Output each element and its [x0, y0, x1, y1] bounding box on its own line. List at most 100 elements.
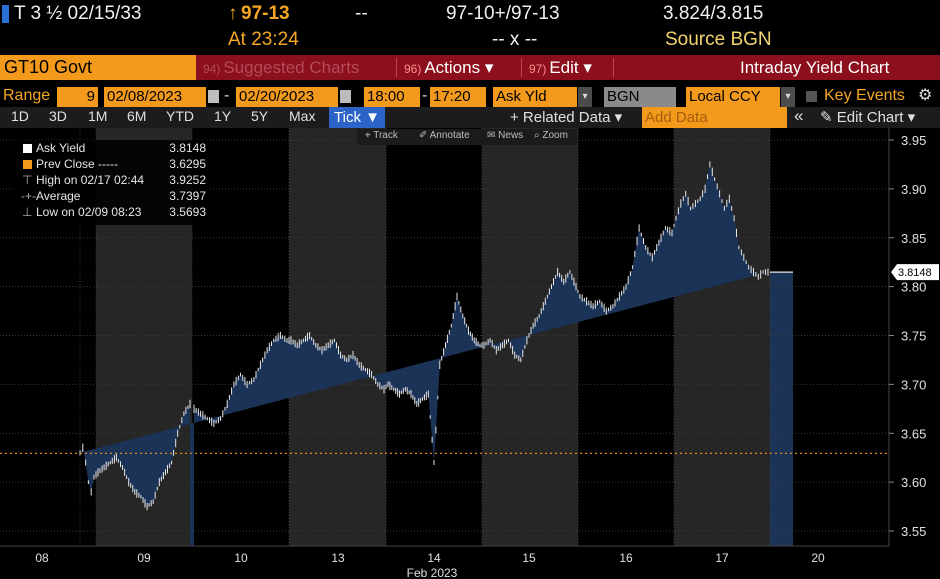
function-bar: GT10 Govt 94) Suggested Charts 96) Actions… — [0, 55, 940, 80]
x-tick-label: 20 — [811, 551, 825, 565]
last-value-label: 3.8148 — [898, 267, 932, 279]
legend-average-value: 3.7397 — [169, 189, 206, 203]
price-source: Source BGN — [665, 29, 772, 50]
ask-yield-ticks — [79, 161, 769, 511]
source-field[interactable]: BGN — [604, 87, 676, 107]
actions-label: Actions ▾ — [424, 58, 494, 77]
edit-label: Edit ▾ — [549, 58, 592, 77]
y-tick-label: 3.60 — [901, 475, 926, 490]
end-date-field[interactable]: 02/20/2023 — [236, 87, 338, 107]
ticker-field[interactable]: GT10 Govt — [0, 55, 196, 80]
period-max[interactable]: Max — [289, 108, 316, 124]
chart-tools: ⌖ Track ✐ Annotate ✉ News ⌕ Zoom — [357, 129, 577, 145]
bid-ask-yield: 3.824/3.815 — [663, 3, 764, 24]
high-marker-icon: ⊤ — [22, 173, 33, 187]
range-value-field[interactable]: 9 — [57, 87, 98, 107]
quote-header: T 3 ½ 02/15/33 ↑ 97-13 -- 97-10+/97-13 3… — [0, 0, 940, 54]
chart-legend: Ask Yield 3.8148 Prev Close ----- 3.6295… — [10, 140, 210, 225]
up-arrow-icon: ↑ — [228, 3, 238, 24]
y-axis: 3.55 3.60 3.65 3.70 3.75 3.80 3.85 3.90 3.95 — [889, 133, 926, 539]
x-tick-label: 10 — [234, 551, 248, 565]
y-tick-label: 3.85 — [901, 231, 926, 246]
security-name: T 3 ½ 02/15/33 — [14, 3, 142, 24]
add-data-input[interactable]: Add Data — [642, 107, 787, 128]
x-tick-label: 17 — [715, 551, 729, 565]
annotate-tool[interactable]: ✐ Annotate — [419, 130, 470, 141]
chevron-down-icon[interactable]: ▾ — [781, 87, 795, 107]
legend-high: ⊤ High on 02/17 02:44 3.9252 — [10, 173, 210, 189]
calendar-icon[interactable] — [340, 90, 351, 103]
start-time-field[interactable]: 18:00 — [364, 87, 420, 107]
suggested-charts-button[interactable]: 94) Suggested Charts — [203, 55, 359, 80]
calendar-icon[interactable] — [208, 90, 219, 103]
legend-low: ⊥ Low on 02/09 08:23 3.5693 — [10, 205, 210, 221]
collapse-icon[interactable]: « — [794, 106, 804, 125]
last-price: 97-13 — [241, 3, 290, 24]
related-data-button[interactable]: + Related Data ▾ — [510, 109, 623, 126]
legend-average-label: Average — [36, 189, 81, 203]
x-axis-label: Feb 2023 — [407, 566, 458, 579]
period-bar: 1D 3D 1M 6M YTD 1Y 5Y Max Tick ▼ + Relat… — [0, 106, 940, 128]
end-time-field[interactable]: 17:20 — [430, 87, 486, 107]
divider — [613, 58, 614, 77]
period-3d[interactable]: 3D — [49, 108, 67, 124]
low-marker-icon: ⊥ — [22, 205, 33, 219]
zoom-tool[interactable]: ⌕ Zoom — [534, 130, 568, 141]
period-ytd[interactable]: YTD — [166, 108, 194, 124]
session-shade — [482, 128, 578, 546]
y-tick-label: 3.80 — [901, 280, 926, 295]
x-tick-label: 16 — [619, 551, 633, 565]
x-tick-label: 15 — [522, 551, 536, 565]
date-dash: - — [224, 87, 230, 104]
start-date-field[interactable]: 02/08/2023 — [104, 87, 206, 107]
period-5y[interactable]: 5Y — [251, 108, 269, 124]
y-tick-label: 3.90 — [901, 182, 926, 197]
x-tick-label: 14 — [427, 551, 441, 565]
legend-low-label: Low on 02/09 08:23 — [36, 205, 142, 219]
news-tool[interactable]: ✉ News — [487, 130, 524, 141]
actions-menu-button[interactable]: 96) Actions ▾ — [404, 55, 493, 80]
quote-time: At 23:24 — [228, 29, 299, 50]
y-tick-label: 3.65 — [901, 426, 926, 441]
legend-swatch — [23, 160, 32, 169]
y-tick-label: 3.55 — [901, 524, 926, 539]
edit-menu-button[interactable]: 97) Edit ▾ — [529, 55, 592, 80]
screen-title: Intraday Yield Chart — [740, 58, 890, 77]
legend-ask-yield-label: Ask Yield — [36, 141, 86, 155]
security-color-marker — [2, 5, 9, 23]
gear-icon[interactable]: ⚙ — [918, 87, 933, 104]
key-events-checkbox[interactable] — [806, 91, 817, 102]
legend-prev-close[interactable]: Prev Close ----- 3.6295 — [10, 157, 210, 173]
edit-number: 97) — [529, 62, 547, 76]
tick-button[interactable]: Tick ▼ — [329, 107, 385, 128]
y-tick-label: 3.75 — [901, 329, 926, 344]
bid-ask-price: 97-10+/97-13 — [446, 3, 560, 24]
period-6m[interactable]: 6M — [127, 108, 147, 124]
legend-ask-yield[interactable]: Ask Yield 3.8148 — [10, 141, 210, 157]
last-value-badge-shape — [891, 264, 939, 281]
chevron-down-icon[interactable]: ▾ — [578, 87, 592, 107]
x-tick-label: 09 — [137, 551, 151, 565]
yield-chart[interactable]: 3.553.603.653.703.753.803.853.903.95 08 0… — [0, 128, 940, 579]
legend-ask-yield-value: 3.8148 — [169, 141, 206, 155]
price-change: -- — [355, 3, 368, 24]
legend-high-value: 3.9252 — [169, 173, 206, 187]
last-value-badge: 3.8148 — [891, 264, 939, 281]
session-shade — [674, 128, 770, 546]
x-tick-label: 13 — [331, 551, 345, 565]
currency-select[interactable]: Local CCY — [686, 87, 780, 107]
suggested-charts-number: 94) — [203, 62, 221, 76]
period-1y[interactable]: 1Y — [214, 108, 232, 124]
last-value-area — [770, 272, 793, 546]
divider — [521, 58, 522, 77]
x-axis: 08 09 10 13 14 15 16 17 20 Feb 2023 — [0, 545, 889, 579]
legend-average: -+- Average 3.7397 — [10, 189, 210, 205]
period-1d[interactable]: 1D — [11, 108, 29, 124]
range-label: Range — [3, 87, 51, 104]
y-tick-label: 3.95 — [901, 133, 926, 148]
field-select[interactable]: Ask Yld — [493, 87, 577, 107]
legend-swatch — [23, 144, 32, 153]
track-tool[interactable]: ⌖ Track — [365, 130, 398, 141]
edit-chart-button[interactable]: ✎ Edit Chart ▾ — [820, 109, 916, 126]
period-1m[interactable]: 1M — [88, 108, 108, 124]
